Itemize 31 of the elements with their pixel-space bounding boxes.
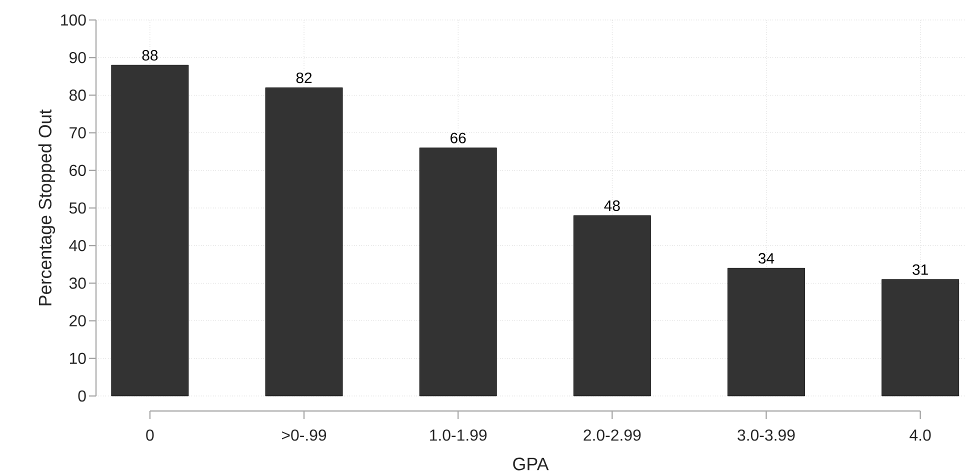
y-tick-label: 80 [69,90,86,101]
x-axis-title: GPA [513,458,549,470]
data-label: 66 [450,132,466,144]
y-tick-label: 10 [70,352,86,364]
y-tick-label: 20 [70,315,86,326]
y-tick-label: 30 [69,278,86,289]
x-tick-label: 1.0-1.99 [430,430,487,441]
y-tick-label: 100 [61,14,86,26]
x-tick-label: 2.0-2.99 [584,430,641,441]
bar [265,87,343,396]
bar [419,148,497,396]
y-tick-label: 0 [78,390,86,402]
x-tick-label: 0 [146,430,154,441]
data-label: 48 [604,200,620,211]
y-axis-title: Percentage Stopped Out [38,109,56,306]
bar [573,215,651,396]
x-tick-label: >0-.99 [282,430,326,441]
data-label: 31 [912,264,928,275]
y-tick-label: 40 [69,240,86,252]
bar [728,268,805,396]
data-label: 82 [296,72,312,84]
bar [882,279,960,396]
y-tick-label: 60 [70,164,86,176]
data-label: 88 [142,50,158,61]
x-tick-label: 3.0-3.99 [738,430,795,441]
y-tick-label: 90 [70,52,86,64]
y-tick-label: 70 [70,127,86,138]
x-tick-label: 4.0 [910,430,931,441]
data-label: 34 [758,253,774,264]
y-tick-label: 50 [69,202,86,214]
bar [111,64,189,396]
